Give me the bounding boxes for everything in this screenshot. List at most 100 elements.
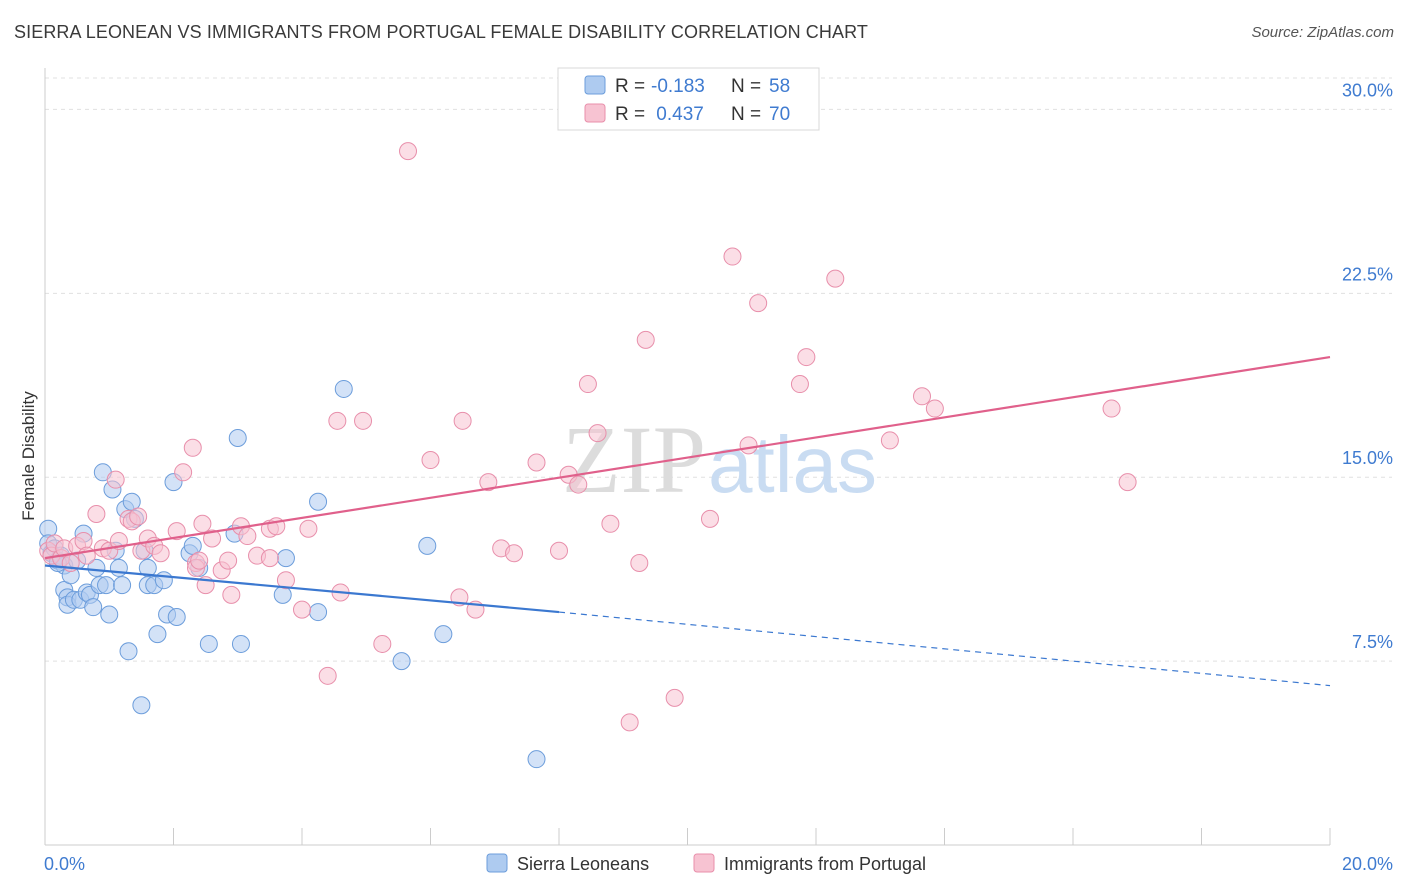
legend-r-label-blue: R = — [615, 76, 645, 97]
watermark: ZIP atlas — [562, 406, 877, 513]
legend-n-label-blue: N = — [731, 76, 761, 97]
watermark-atlas: atlas — [708, 420, 877, 509]
point-portugal-22 — [174, 463, 193, 482]
point-portugal-69 — [749, 294, 768, 313]
bottom-legend-label-blue: Sierra Leoneans — [517, 854, 649, 874]
point-portugal-9 — [87, 504, 106, 523]
point-portugal-12 — [106, 470, 125, 489]
point-portugal-34 — [238, 527, 257, 546]
point-sierra-leonean-54 — [418, 536, 437, 555]
point-portugal-46 — [373, 634, 392, 653]
legend-swatch-blue — [584, 75, 606, 95]
point-portugal-64 — [636, 330, 655, 349]
legend-n-label-pink: N = — [731, 104, 761, 125]
point-sierra-leonean-37 — [154, 571, 173, 590]
point-portugal-61 — [601, 514, 620, 533]
point-portugal-52 — [479, 473, 498, 492]
point-portugal-72 — [826, 269, 845, 288]
point-portugal-47 — [399, 142, 418, 161]
legend-r-label-pink: R = — [615, 104, 645, 125]
chart-title: SIERRA LEONEAN VS IMMIGRANTS FROM PORTUG… — [14, 22, 868, 42]
point-sierra-leonean-52 — [334, 379, 353, 398]
bottom-legend-swatch-blue — [486, 853, 508, 873]
point-portugal-20 — [151, 544, 170, 563]
point-sierra-leonean-22 — [100, 605, 119, 624]
point-portugal-48 — [421, 451, 440, 470]
legend-r-value-blue: -0.183 — [651, 76, 705, 97]
point-portugal-77 — [1118, 473, 1137, 492]
x-tick-label-max: 20.0% — [1342, 854, 1393, 874]
point-portugal-54 — [505, 544, 524, 563]
point-portugal-16 — [129, 507, 148, 526]
trend-line-blue-extension — [558, 611, 1331, 687]
point-sierra-leonean-44 — [199, 634, 218, 653]
point-portugal-7 — [74, 531, 93, 550]
point-portugal-26 — [190, 551, 209, 570]
y-tick-labels: 7.5% 15.0% 22.5% 30.0% — [1342, 80, 1393, 652]
point-portugal-66 — [700, 509, 719, 528]
point-sierra-leonean-31 — [132, 696, 151, 715]
point-sierra-leonean-56 — [527, 750, 546, 769]
point-portugal-63 — [630, 554, 649, 573]
point-portugal-65 — [665, 688, 684, 707]
point-sierra-leonean-53 — [392, 652, 411, 671]
point-portugal-29 — [203, 529, 222, 548]
y-axis-label: Female Disability — [19, 391, 38, 521]
legend-swatch-pink — [584, 103, 606, 123]
y-tick-label-3: 30.0% — [1342, 80, 1393, 100]
point-portugal-27 — [193, 514, 212, 533]
point-sierra-leonean-25 — [109, 558, 128, 577]
point-portugal-43 — [328, 411, 347, 430]
chart-source: Source: ZipAtlas.com — [1251, 24, 1394, 41]
point-portugal-62 — [620, 713, 639, 732]
point-sierra-leonean-26 — [113, 576, 132, 595]
x-ticks — [44, 828, 1331, 845]
point-sierra-leonean-55 — [434, 625, 453, 644]
legend-n-value-pink: 70 — [769, 104, 790, 125]
point-portugal-70 — [790, 375, 809, 394]
bottom-legend-swatch-pink — [693, 853, 715, 873]
point-portugal-74 — [913, 387, 932, 406]
point-sierra-leonean-40 — [167, 607, 186, 626]
point-sierra-leonean-51 — [309, 603, 328, 622]
point-portugal-21 — [167, 522, 186, 541]
point-portugal-76 — [1102, 399, 1121, 418]
point-portugal-41 — [299, 519, 318, 538]
point-portugal-50 — [453, 411, 472, 430]
point-portugal-56 — [550, 541, 568, 560]
point-portugal-58 — [569, 475, 588, 494]
point-portugal-23 — [183, 438, 202, 457]
point-sierra-leonean-18 — [87, 558, 106, 577]
point-portugal-68 — [739, 436, 758, 455]
point-portugal-55 — [527, 453, 546, 472]
point-portugal-45 — [354, 411, 373, 430]
point-sierra-leonean-49 — [276, 549, 295, 568]
point-portugal-71 — [797, 348, 816, 367]
bottom-legend-label-pink: Immigrants from Portugal — [724, 854, 926, 874]
point-portugal-73 — [880, 431, 899, 450]
point-portugal-60 — [588, 424, 607, 443]
stats-legend: R = -0.183 N = 58 R = 0.437 N = 70 — [557, 67, 820, 131]
point-portugal-32 — [222, 585, 241, 604]
point-sierra-leonean-46 — [228, 428, 247, 447]
y-tick-label-1: 15.0% — [1342, 448, 1393, 468]
x-tick-label-min: 0.0% — [44, 854, 85, 874]
point-sierra-leonean-28 — [119, 642, 138, 661]
point-portugal-31 — [219, 551, 238, 570]
point-portugal-39 — [276, 571, 295, 590]
point-sierra-leonean-50 — [309, 492, 328, 511]
point-portugal-75 — [925, 399, 944, 418]
point-portugal-37 — [260, 549, 279, 568]
point-portugal-40 — [293, 600, 311, 619]
point-sierra-leonean-36 — [148, 625, 167, 644]
trend-line-pink — [44, 355, 1331, 560]
point-sierra-leonean-21 — [97, 576, 116, 595]
point-sierra-leonean-47 — [231, 634, 250, 653]
legend-n-value-blue: 58 — [769, 76, 790, 97]
point-portugal-59 — [578, 375, 597, 394]
y-tick-label-0: 7.5% — [1352, 632, 1393, 652]
point-sierra-leonean-17 — [84, 598, 103, 617]
series-legend: Sierra Leoneans Immigrants from Portugal — [486, 853, 926, 874]
